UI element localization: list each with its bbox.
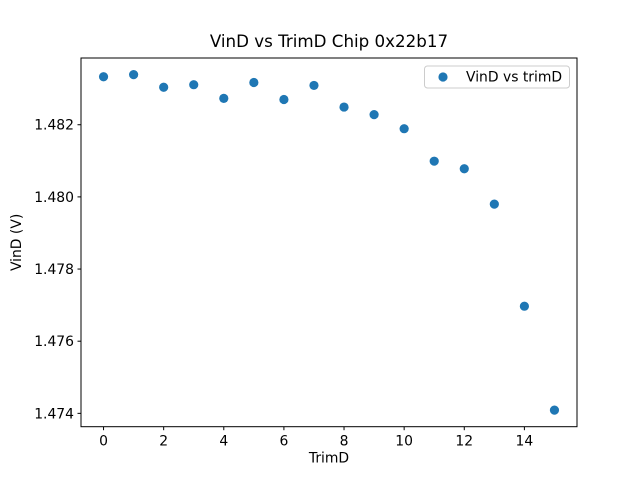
data-point — [98, 72, 109, 82]
y-tick-label: 1.476 — [34, 334, 74, 350]
legend: VinD vs trimD — [424, 65, 570, 89]
data-point — [339, 102, 349, 112]
x-tick-label: 6 — [279, 434, 288, 450]
axes-layer: 0 2 4 6 8 10 12 14 1.474 1.476 1.478 1.480 1.482 — [34, 57, 578, 450]
data-point — [489, 199, 499, 209]
x-tick-label: 2 — [159, 434, 168, 450]
data-point — [159, 82, 169, 92]
x-tick-label: 0 — [99, 434, 108, 450]
data-point — [249, 77, 259, 88]
y-tick-label: 1.478 — [34, 262, 74, 278]
data-point — [399, 124, 409, 134]
data-point — [279, 94, 289, 105]
x-tick-label: 12 — [455, 434, 473, 450]
data-points-layer — [98, 69, 560, 415]
legend-label: VinD vs trimD — [466, 70, 562, 86]
data-point — [549, 405, 560, 415]
data-point — [129, 69, 139, 80]
axes-frame — [80, 57, 578, 428]
x-tick-label: 10 — [395, 434, 413, 450]
legend-box — [424, 65, 570, 89]
x-tick-label: 14 — [516, 434, 534, 450]
chart-title: VinD vs TrimD Chip 0x22b17 — [210, 31, 448, 51]
y-axis-label: VinD (V) — [9, 214, 25, 271]
data-point — [369, 110, 379, 120]
legend-marker-icon — [438, 72, 448, 82]
data-point — [309, 80, 319, 91]
y-tick-label: 1.482 — [34, 118, 74, 134]
x-axis-label: TrimD — [308, 451, 349, 467]
data-point — [519, 301, 529, 311]
x-tick-label: 4 — [219, 434, 228, 450]
x-tick-label: 8 — [340, 434, 349, 450]
data-point — [189, 80, 199, 90]
data-point — [429, 156, 439, 166]
y-tick-label: 1.480 — [34, 190, 74, 206]
data-point — [459, 164, 469, 174]
data-point — [219, 93, 229, 104]
y-tick-label: 1.474 — [34, 406, 74, 422]
